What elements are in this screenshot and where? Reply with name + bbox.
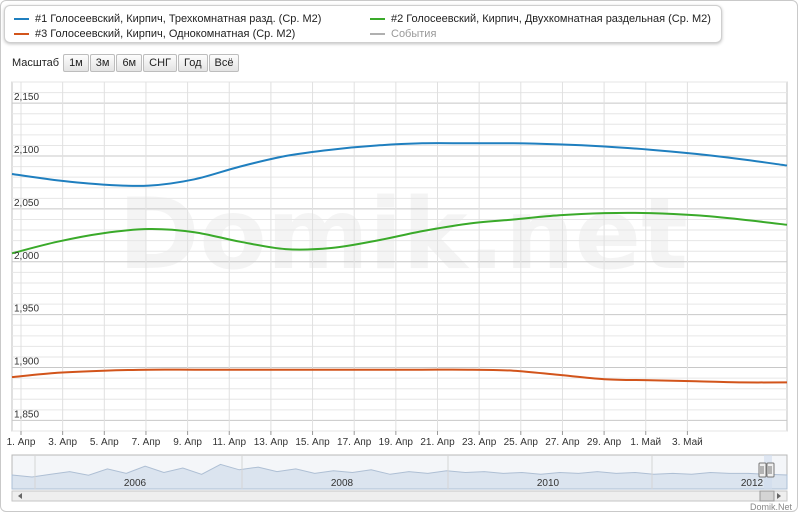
y-tick-label: 2,000 <box>14 251 39 262</box>
x-axis: 1. Апр 3. Апр 5. Апр 7. Апр 9. Апр 11. Апр 13.… <box>7 431 703 448</box>
x-tick-label: 7. Апр <box>132 437 161 448</box>
navigator-scrollbar-thumb[interactable] <box>759 490 775 502</box>
legend-label: #1 Голосеевский, Кирпич, Трехкомнатная р… <box>35 13 322 25</box>
x-tick-label: 21. Апр <box>420 437 455 448</box>
scroll-left-icon[interactable] <box>18 493 22 499</box>
navigator-year-label: 2006 <box>124 478 147 489</box>
x-tick-label: 15. Апр <box>295 437 330 448</box>
series-lines <box>11 142 788 384</box>
grid <box>11 81 788 432</box>
x-tick-label: 1. Апр <box>7 437 36 448</box>
x-tick-label: 3. Апр <box>48 437 77 448</box>
zoom-6m-button[interactable]: 6м <box>116 54 143 72</box>
zoom-ytd-button[interactable]: СНГ <box>143 54 177 72</box>
navigator-series <box>11 463 788 490</box>
zoom-all-button[interactable]: Всё <box>208 54 240 72</box>
x-tick-label: 3. Май <box>672 437 703 448</box>
navigator-year-label: 2012 <box>741 478 764 489</box>
y-tick-label: 1,850 <box>14 409 39 420</box>
x-tick-label: 29. Апр <box>587 437 622 448</box>
legend-swatch <box>370 18 385 20</box>
legend-swatch <box>14 33 29 35</box>
x-tick-label: 19. Апр <box>379 437 414 448</box>
series-line-2 <box>11 211 788 255</box>
x-tick-label: 11. Апр <box>212 437 246 448</box>
zoom-3m-button[interactable]: 3м <box>89 54 116 72</box>
x-tick-label: 5. Апр <box>90 437 119 448</box>
x-tick-label: 23. Апр <box>462 437 497 448</box>
y-tick-label: 2,100 <box>14 145 39 156</box>
y-tick-label: 1,950 <box>14 304 39 315</box>
legend-swatch <box>370 33 385 35</box>
legend-item-series-2[interactable]: #2 Голосеевский, Кирпич, Двухкомнатная р… <box>370 12 711 26</box>
zoom-1m-button[interactable]: 1м <box>63 54 89 72</box>
x-tick-label: 9. Апр <box>173 437 202 448</box>
y-tick-label: 2,150 <box>14 92 39 103</box>
x-tick-label: 13. Апр <box>254 437 289 448</box>
legend-item-events[interactable]: События <box>370 27 436 41</box>
legend-item-series-1[interactable]: #1 Голосеевский, Кирпич, Трехкомнатная р… <box>14 12 321 26</box>
x-tick-label: 25. Апр <box>504 437 539 448</box>
series-line-3 <box>11 368 788 384</box>
legend-label: События <box>391 28 437 40</box>
x-tick-label: 27. Апр <box>545 437 580 448</box>
legend-label: #3 Голосеевский, Кирпич, Однокомнатная (… <box>35 28 296 40</box>
y-tick-label: 2,050 <box>14 198 39 209</box>
legend-label: #2 Голосеевский, Кирпич, Двухкомнатная р… <box>391 13 711 25</box>
y-tick-label: 1,900 <box>14 357 39 368</box>
y-axis: 2,150 2,100 2,050 2,000 1,950 1,900 1,850 <box>14 92 39 420</box>
navigator-year-label: 2008 <box>331 478 354 489</box>
zoom-bar: Масштаб 1м 3м 6м СНГ Год Всё <box>12 54 240 72</box>
navigator-year-label: 2010 <box>537 478 560 489</box>
credit-link[interactable]: Domik.Net <box>749 502 792 512</box>
navigator[interactable]: 2006 2008 2010 2012 <box>11 454 788 502</box>
x-tick-label: 17. Апр <box>337 437 372 448</box>
series-line-1 <box>11 142 788 187</box>
legend: #1 Голосеевский, Кирпич, Трехкомнатная р… <box>4 5 722 43</box>
zoom-label: Масштаб <box>12 57 60 69</box>
legend-item-series-3[interactable]: #3 Голосеевский, Кирпич, Однокомнатная (… <box>14 27 295 41</box>
x-tick-label: 1. Май <box>630 437 661 448</box>
navigator-scrollbar[interactable] <box>11 490 788 502</box>
scroll-right-icon[interactable] <box>777 493 781 499</box>
legend-swatch <box>14 18 29 20</box>
zoom-1y-button[interactable]: Год <box>177 54 208 72</box>
